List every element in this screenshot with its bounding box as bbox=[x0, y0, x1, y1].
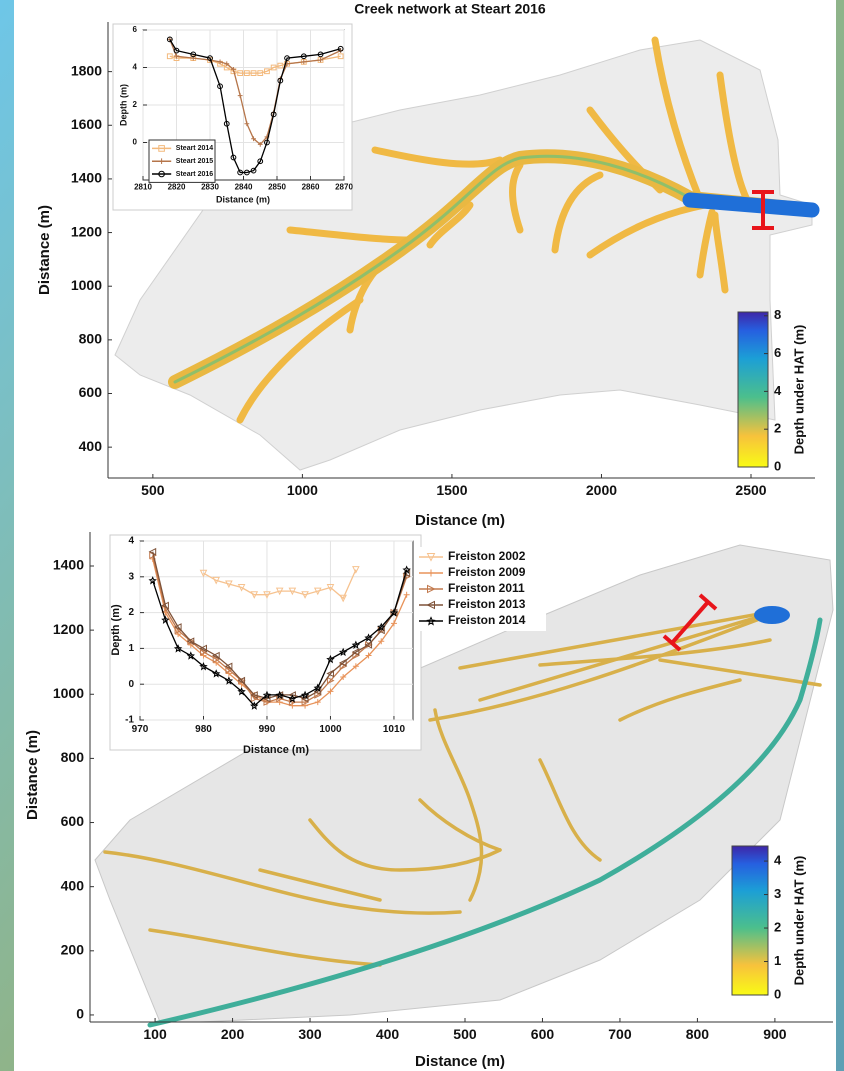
x-tick-label: 2000 bbox=[586, 482, 617, 498]
y-tick-label: 400 bbox=[61, 877, 85, 893]
y-tick-label: 1200 bbox=[53, 621, 84, 637]
x-tick-label: 2500 bbox=[735, 482, 766, 498]
legend-label: Freiston 2013 bbox=[448, 597, 526, 611]
y-tick-label: 400 bbox=[79, 438, 103, 454]
y-tick-label: 0 bbox=[76, 1006, 84, 1022]
x-tick-label: 200 bbox=[221, 1026, 245, 1042]
y-tick-label: 2 bbox=[128, 607, 134, 618]
y-tick-label: 1000 bbox=[53, 685, 84, 701]
colorbar-tick-label: 0 bbox=[774, 986, 781, 1001]
y-axis-label: Distance (m) bbox=[36, 205, 53, 295]
legend-label: Steart 2015 bbox=[176, 158, 213, 165]
chart-title: Creek network at Steart 2016 bbox=[354, 1, 546, 17]
colorbar-tick-label: 8 bbox=[774, 307, 781, 322]
y-tick-label: 200 bbox=[61, 942, 85, 958]
y-tick-label: 1400 bbox=[53, 557, 84, 573]
colorbar-label: Depth under HAT (m) bbox=[791, 856, 806, 986]
legend-label: Steart 2016 bbox=[176, 171, 213, 178]
x-tick-label: 1010 bbox=[383, 724, 406, 735]
y-tick-label: 1000 bbox=[71, 277, 102, 293]
colorbar bbox=[732, 846, 768, 995]
colorbar-tick-label: 1 bbox=[774, 953, 781, 968]
x-tick-label: 100 bbox=[143, 1026, 167, 1042]
y-tick-label: 4 bbox=[133, 63, 138, 72]
y-tick-label: 2 bbox=[133, 100, 138, 109]
y-tick-label: 800 bbox=[61, 749, 85, 765]
page: 5001000150020002500400600800100012001400… bbox=[0, 0, 844, 1071]
colorbar-tick-label: 2 bbox=[774, 919, 781, 934]
y-tick-label: 600 bbox=[79, 384, 103, 400]
legend-label: Freiston 2002 bbox=[448, 549, 526, 563]
y-tick-label: 800 bbox=[79, 331, 103, 347]
y-axis-label: Depth (m) bbox=[110, 604, 122, 656]
y-axis-label: Depth (m) bbox=[118, 84, 128, 126]
x-tick-label: 700 bbox=[608, 1026, 632, 1042]
y-tick-label: -1 bbox=[125, 715, 134, 726]
x-tick-label: 2850 bbox=[268, 183, 286, 192]
x-tick-label: 970 bbox=[132, 724, 149, 735]
y-tick-label: 1200 bbox=[71, 223, 102, 239]
legend-label: Freiston 2011 bbox=[448, 581, 525, 595]
colorbar-tick-label: 3 bbox=[774, 886, 781, 901]
colorbar bbox=[738, 312, 768, 467]
x-tick-label: 980 bbox=[195, 724, 212, 735]
y-tick-label: 1400 bbox=[71, 170, 102, 186]
figure: 5001000150020002500400600800100012001400… bbox=[0, 0, 844, 1071]
y-tick-label: 6 bbox=[133, 25, 138, 34]
x-axis-label: Distance (m) bbox=[216, 194, 270, 204]
y-tick-label: 4 bbox=[128, 536, 134, 547]
colorbar-label: Depth under HAT (m) bbox=[791, 325, 806, 455]
x-tick-label: 2840 bbox=[235, 183, 253, 192]
x-tick-label: 500 bbox=[141, 482, 165, 498]
y-tick-label: 1600 bbox=[71, 116, 102, 132]
x-tick-label: 2870 bbox=[335, 183, 353, 192]
x-tick-label: 2830 bbox=[201, 183, 219, 192]
y-tick-label: 3 bbox=[128, 571, 134, 582]
x-tick-label: 300 bbox=[298, 1026, 322, 1042]
legend-label: Freiston 2009 bbox=[448, 565, 526, 579]
y-tick-label: 1800 bbox=[71, 62, 102, 78]
x-tick-label: 600 bbox=[531, 1026, 555, 1042]
x-tick-label: 800 bbox=[686, 1026, 710, 1042]
y-tick-label: 0 bbox=[128, 679, 134, 690]
x-tick-label: 990 bbox=[259, 724, 276, 735]
x-tick-label: 2820 bbox=[168, 183, 186, 192]
x-tick-label: 2860 bbox=[302, 183, 320, 192]
colorbar-tick-label: 4 bbox=[774, 383, 782, 398]
x-tick-label: 2810 bbox=[134, 183, 152, 192]
x-tick-label: 1500 bbox=[436, 482, 467, 498]
x-tick-label: 1000 bbox=[287, 482, 318, 498]
x-tick-label: 400 bbox=[376, 1026, 400, 1042]
colorbar-tick-label: 2 bbox=[774, 421, 781, 436]
x-axis-label: Distance (m) bbox=[415, 512, 505, 529]
x-axis-label: Distance (m) bbox=[243, 744, 309, 756]
legend-label: Steart 2014 bbox=[176, 145, 213, 152]
y-tick-label: 0 bbox=[133, 138, 138, 147]
legend-label: Freiston 2014 bbox=[448, 613, 526, 627]
colorbar-tick-label: 4 bbox=[774, 853, 782, 868]
y-tick-label: 600 bbox=[61, 813, 85, 829]
x-axis-label: Distance (m) bbox=[415, 1053, 505, 1070]
x-tick-label: 900 bbox=[763, 1026, 787, 1042]
y-tick-label: 1 bbox=[128, 643, 134, 654]
colorbar-tick-label: 0 bbox=[774, 458, 781, 473]
x-tick-label: 500 bbox=[453, 1026, 477, 1042]
x-tick-label: 1000 bbox=[319, 724, 342, 735]
y-axis-label: Distance (m) bbox=[24, 730, 41, 820]
colorbar-tick-label: 6 bbox=[774, 345, 781, 360]
